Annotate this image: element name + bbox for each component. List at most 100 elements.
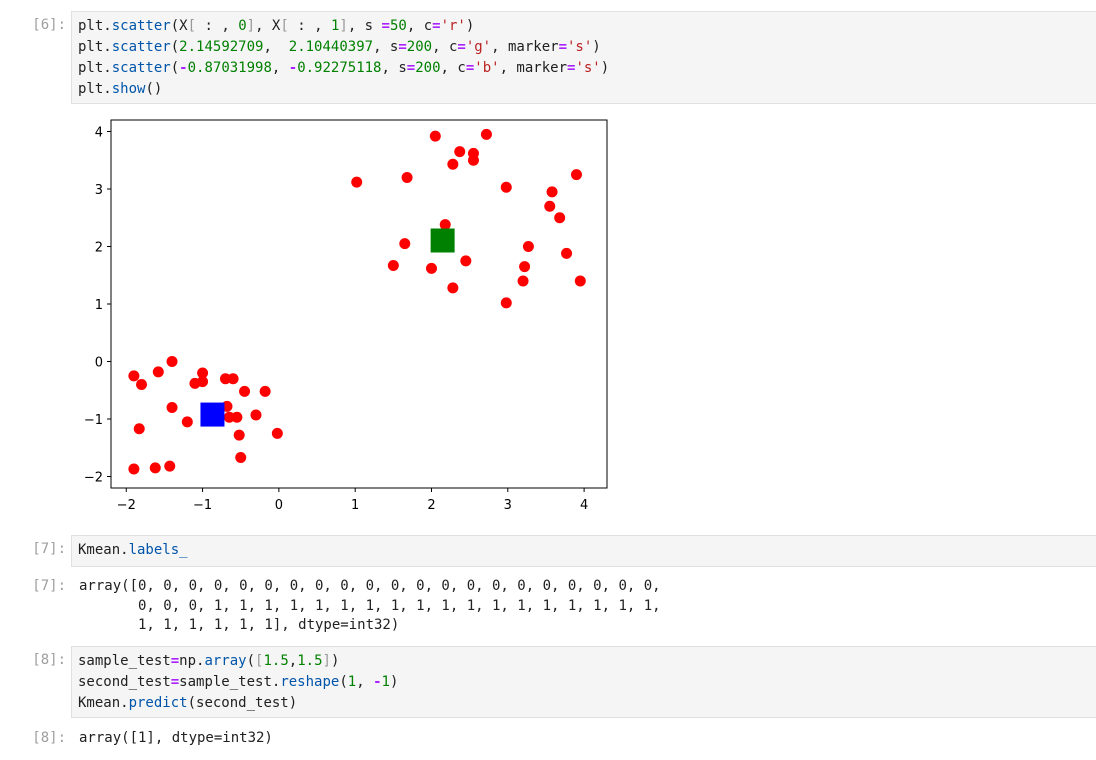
scatter-point (447, 282, 459, 294)
cell-6-code-editor[interactable]: plt.scatter(X[ : , 0], X[ : , 1], s =50,… (71, 11, 1096, 104)
cell-8-code-editor[interactable]: sample_test=np.array([1.5,1.5]) second_te… (71, 646, 1096, 718)
code-token: labels_ (128, 542, 188, 558)
scatter-point (136, 379, 148, 390)
code-token: ( (170, 60, 180, 76)
code-token: ( (339, 674, 348, 690)
code-token: , (271, 60, 289, 76)
scatter-point (500, 297, 512, 309)
code-token: - (288, 60, 298, 76)
code-token: ] (339, 18, 348, 34)
code-token: ( (246, 653, 256, 669)
x-tick-label: 0 (275, 498, 283, 513)
code-token: ( (170, 39, 180, 55)
code-token: sample_test. (179, 674, 281, 690)
scatter-point (401, 172, 413, 183)
scatter-point (197, 376, 209, 388)
code-token: (X (170, 18, 188, 34)
scatter-point (235, 452, 247, 464)
code-token: , s (373, 39, 399, 55)
code-token: ) (389, 674, 399, 690)
code-token: ] (246, 18, 256, 34)
plot-frame (110, 119, 608, 489)
scatter-point (570, 169, 582, 181)
code-token: 200 (406, 39, 433, 55)
cell-8-output-prompt: [8]: (32, 730, 66, 746)
scatter-point (149, 462, 161, 474)
code-token: scatter (111, 39, 171, 55)
code-token: plt. (78, 60, 112, 76)
scatter-point (133, 423, 145, 435)
code-token: ) (330, 653, 340, 669)
code-token: 1 (381, 674, 390, 690)
cell-6-input-prompt: [6]: (32, 17, 66, 33)
scatter-point (219, 373, 231, 385)
scatter-point (467, 154, 479, 166)
code-token: predict (128, 695, 188, 711)
code-token: , s (347, 18, 382, 34)
output-line: 0, 0, 0, 1, 1, 1, 1, 1, 1, 1, 1, 1, 1, 1… (79, 597, 661, 614)
scatter-point (447, 158, 459, 170)
y-tick-label: 4 (95, 126, 103, 141)
code-line: second_test=sample_test.reshape(1, -1) (78, 672, 1090, 693)
plot-ticks: −2 −1 0 1 2 3 4 −2 −1 0 1 2 3 4 (84, 126, 588, 514)
y-tick-label: −1 (84, 413, 103, 428)
code-token: plt. (78, 39, 112, 55)
code-token: , (288, 653, 298, 669)
code-token: 's' (567, 39, 593, 55)
scatter-point (517, 275, 529, 287)
scatter-point (166, 402, 178, 413)
code-token: (second_test) (187, 695, 298, 711)
cell-7-output: array([0, 0, 0, 0, 0, 0, 0, 0, 0, 0, 0, … (79, 577, 661, 636)
code-token: Kmean. (78, 542, 129, 558)
code-token: 0.87031998 (187, 60, 272, 76)
scatter-point (181, 416, 193, 428)
scatter-point (519, 261, 531, 273)
scatter-point (554, 212, 566, 224)
code-token: plt. (78, 81, 112, 97)
scatter-point (239, 385, 251, 397)
code-line: plt.scatter(-0.87031998, -0.92275118, s=… (78, 58, 1090, 79)
scatter-point (522, 241, 534, 252)
code-token: , (356, 674, 374, 690)
scatter-point (351, 176, 363, 188)
scatter-point (399, 238, 411, 250)
code-token: ] (322, 653, 331, 669)
code-token: [ (280, 18, 289, 34)
code-token: show (111, 81, 146, 97)
code-token: second_test (78, 674, 171, 690)
cell-7-output-prompt: [7]: (32, 578, 66, 594)
code-line: Kmean.labels_ (78, 540, 1090, 561)
code-token: , X (255, 18, 281, 34)
code-token: sample_test (78, 653, 171, 669)
cell-7-code-editor[interactable]: Kmean.labels_ (71, 535, 1096, 567)
code-token: = (381, 18, 390, 34)
scatter-point (387, 259, 399, 271)
code-token: = (432, 18, 441, 34)
code-line: Kmean.predict(second_test) (78, 693, 1090, 714)
x-tick-label: 1 (351, 498, 359, 513)
y-tick-label: 0 (95, 356, 103, 371)
y-tick-label: 2 (95, 241, 103, 256)
code-line: plt.scatter(X[ : , 0], X[ : , 1], s =50,… (78, 16, 1090, 37)
code-token: : , (196, 18, 239, 34)
scatter-point (227, 373, 239, 385)
code-token: 1.5 (263, 653, 289, 669)
code-token: 50 (389, 18, 407, 34)
code-token: ) (600, 60, 610, 76)
scatter-point (561, 247, 573, 259)
cell-7-input-prompt: [7]: (32, 541, 66, 557)
output-line: 1, 1, 1, 1, 1, 1], dtype=int32) (79, 617, 400, 633)
code-token: : , (288, 18, 331, 34)
code-token: = (406, 60, 416, 76)
code-token: = (465, 60, 475, 76)
output-line: array([1], dtype=int32) (79, 730, 273, 746)
cell-6-code: plt.scatter(X[ : , 0], X[ : , 1], s =50,… (78, 16, 1090, 100)
code-token: 0 (238, 18, 247, 34)
code-token: , s (381, 60, 407, 76)
code-token: = (567, 60, 576, 76)
code-token: reshape (280, 674, 340, 690)
code-token: 1 (330, 18, 340, 34)
x-tick-label: −1 (193, 498, 212, 513)
code-token: plt. (78, 18, 112, 34)
scatter-point (231, 411, 243, 423)
